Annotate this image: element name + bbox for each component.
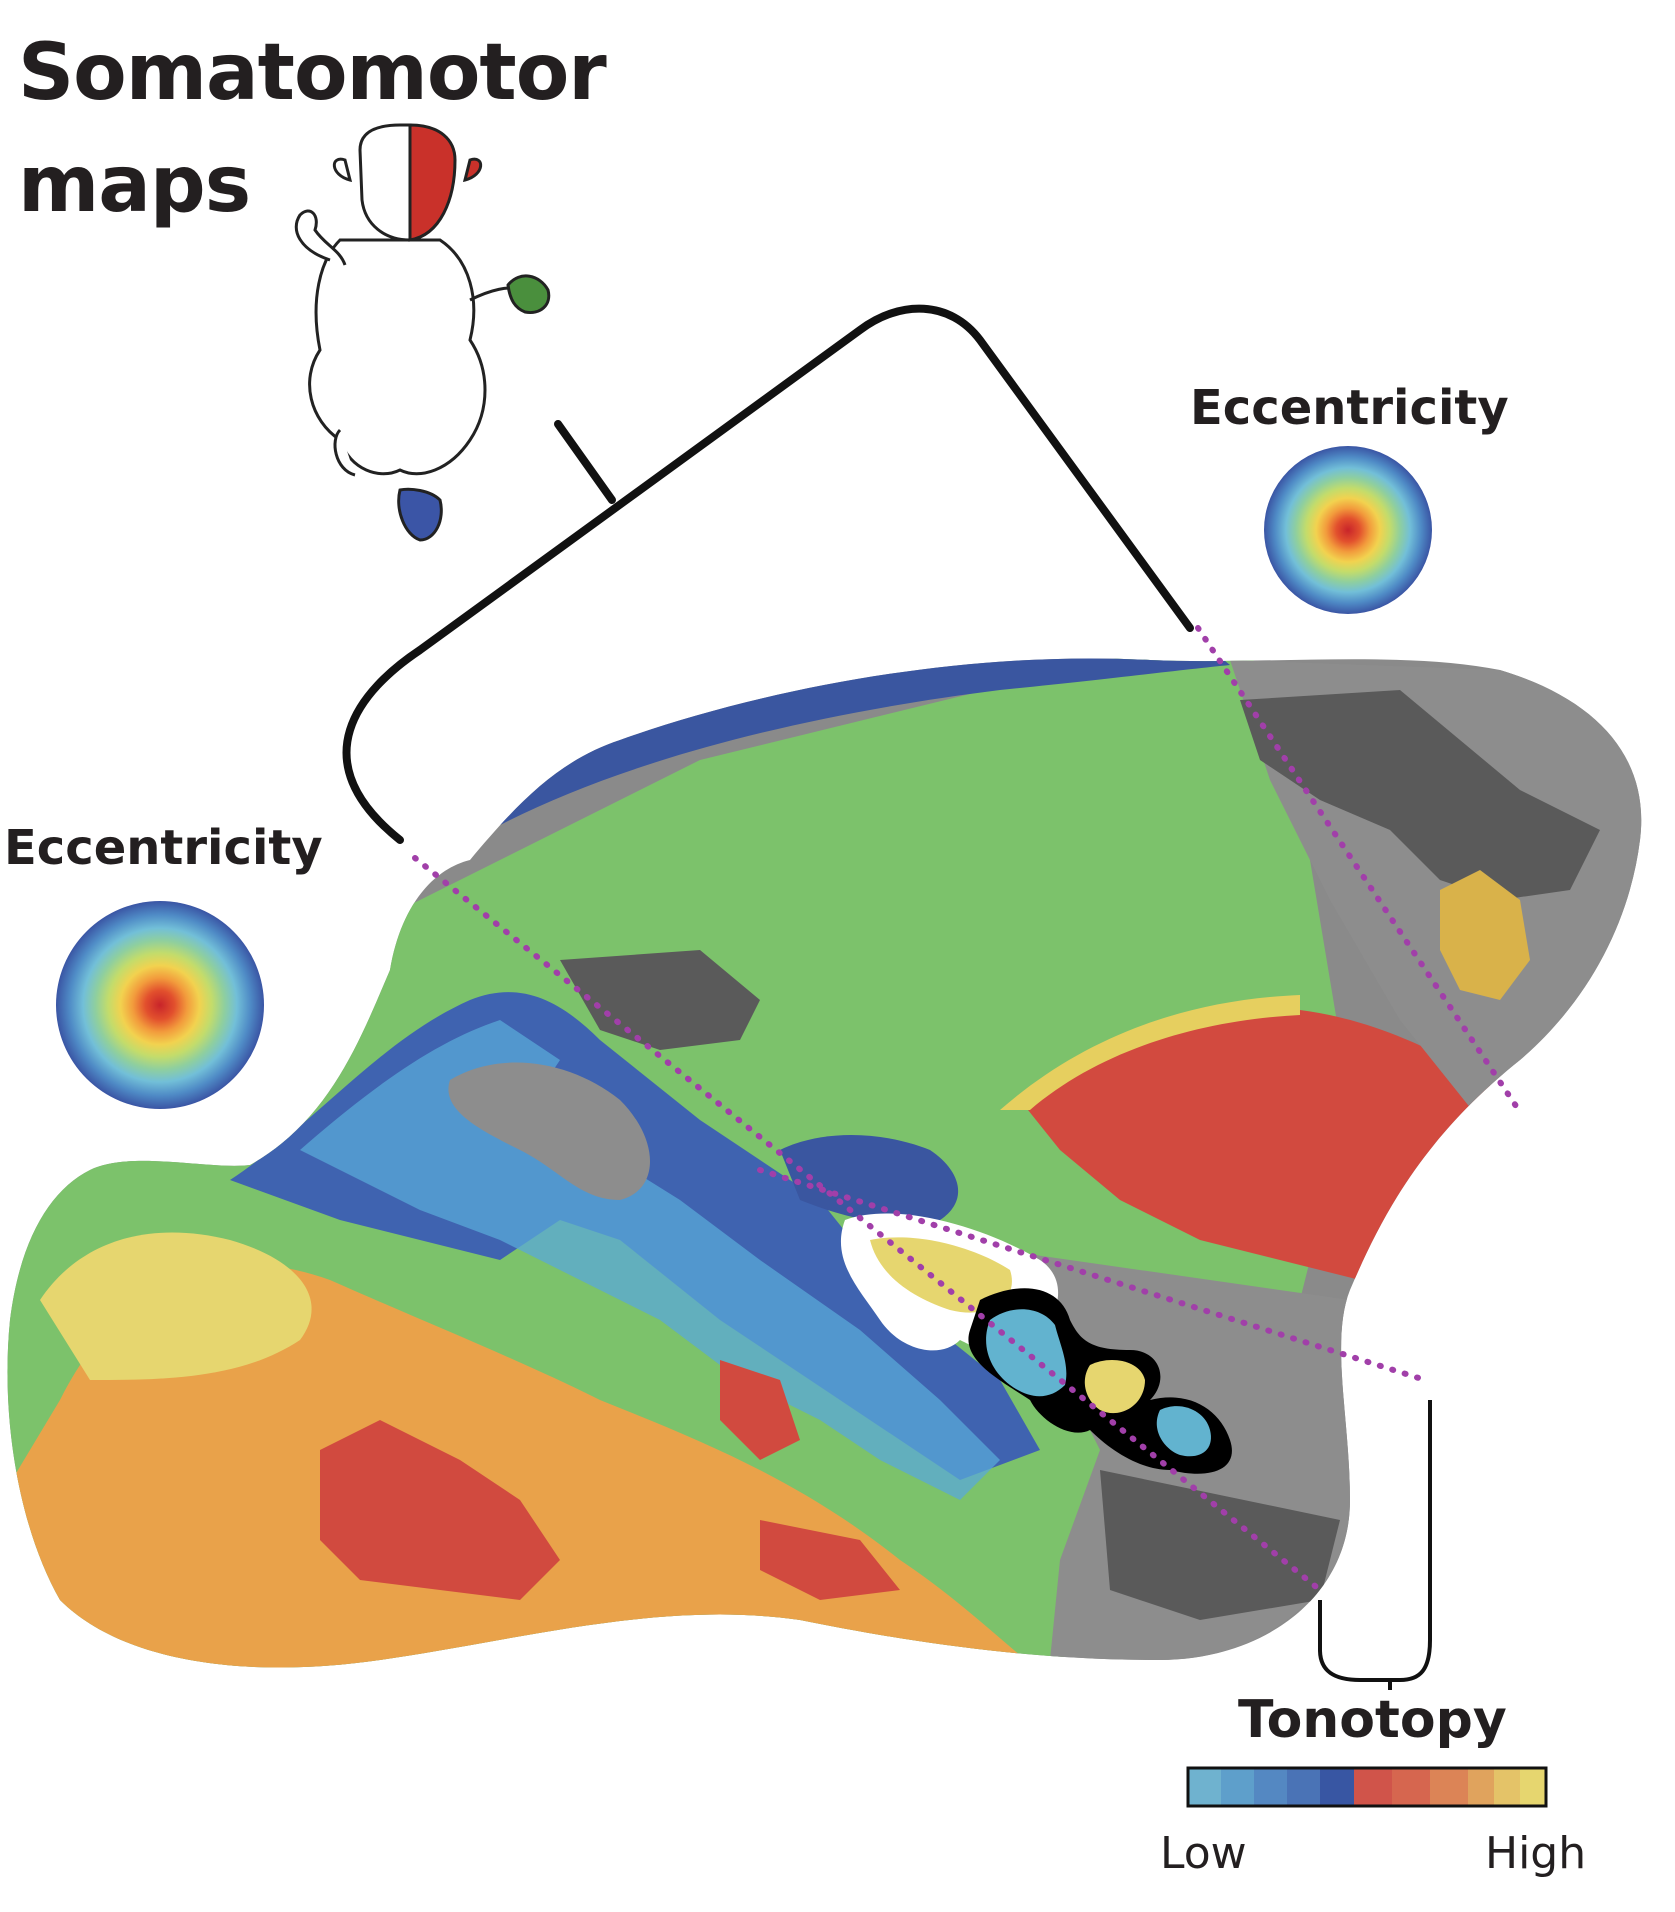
eccentricity-disc-right (1264, 446, 1432, 614)
dark-sulcus-lower-right (1100, 1470, 1340, 1620)
colorbar-seg-10 (1520, 1768, 1546, 1806)
monkey-face-red (408, 123, 457, 242)
auditory-cyan-patch-2 (1156, 1406, 1211, 1457)
red-patch-mid (720, 1360, 900, 1600)
colorbar-seg-6 (1392, 1768, 1430, 1806)
colorbar-frame (1186, 1766, 1548, 1808)
monkey-right-foot (397, 487, 443, 542)
somatomotor-title-line2: maps (18, 140, 251, 230)
cyan-streaks (300, 1020, 1000, 1500)
colorbar-seg-3 (1287, 1768, 1320, 1806)
auditory-cyan-patch-1 (986, 1309, 1067, 1397)
bracket-stem (554, 420, 616, 504)
boundary-left-diagonal (412, 855, 1323, 1593)
blue-patch-mid (780, 1135, 959, 1224)
auditory-yellow-patch-2 (1084, 1360, 1145, 1414)
colorbar-seg-1 (1221, 1768, 1254, 1806)
dark-sulcus-center (560, 950, 760, 1050)
boundary-tonotopy-upper (757, 1167, 1428, 1383)
auditory-yellow-patch (870, 1237, 1012, 1313)
colorbar-seg-2 (1254, 1768, 1287, 1806)
orange-field (7, 1265, 1050, 1668)
somatomotor-bracket (342, 304, 1194, 844)
red-patch-left (320, 1420, 560, 1600)
colorbar-seg-5 (1354, 1768, 1392, 1806)
yellow-field (40, 1232, 312, 1380)
colorbar-high-label: High (1485, 1828, 1587, 1879)
monkey-right-hand (506, 274, 551, 315)
monkey-ear-left (332, 157, 353, 183)
monkey-left-leg (333, 428, 356, 477)
somatomotor-title: Somatomotor (18, 28, 607, 118)
monkey-ear-right (462, 157, 483, 183)
tonotopy-bracket (1318, 1400, 1432, 1690)
eccentricity-disc-left (56, 901, 264, 1109)
tonotopy-label: Tonotopy (1238, 1690, 1507, 1750)
colorbar-seg-9 (1494, 1768, 1520, 1806)
eccentricity-label-right: Eccentricity (1190, 380, 1509, 436)
monkey-left-arm (294, 209, 347, 266)
colorbar-seg-8 (1468, 1768, 1494, 1806)
multicolor-island (1440, 870, 1530, 1000)
colorbar-low-label: Low (1160, 1828, 1247, 1879)
monkey-body (308, 238, 487, 476)
eccentricity-label-left: Eccentricity (4, 820, 323, 876)
colorbar-seg-0 (1188, 1768, 1221, 1806)
yellow-rim-red (1000, 995, 1300, 1110)
gray-sulcus-center (448, 1062, 650, 1200)
monkey-head-white (358, 123, 412, 242)
colorbar-seg-4 (1320, 1768, 1354, 1806)
monkey-illustration (294, 123, 551, 542)
area-boundaries (412, 625, 1523, 1593)
colorbar-seg-7 (1430, 1768, 1468, 1806)
boundary-right-diagonal (1195, 625, 1523, 1115)
tonotopy-colorbar (1186, 1766, 1548, 1808)
dark-sulcus-right (1240, 690, 1600, 900)
flattened-cortex (7, 304, 1642, 1690)
